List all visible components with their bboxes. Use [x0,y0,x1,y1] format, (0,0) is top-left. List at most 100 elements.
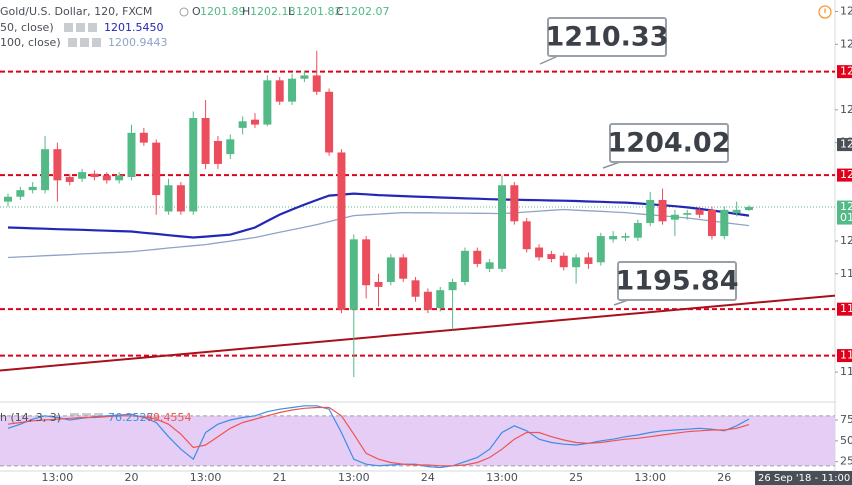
ohlc-value: 1202.18 [250,5,296,18]
candle-body [337,152,346,310]
alert-icon[interactable] [818,5,832,19]
candle-body [176,185,185,212]
x-tick-label: 24 [421,471,435,484]
price-tag [837,302,852,316]
x-tick-label: 25 [569,471,583,484]
annotation-label: 1195.84 [616,266,739,297]
candle-body [473,250,482,264]
candle-body [596,236,605,263]
indicator-name: 50, close) [0,21,54,34]
candle-body [460,250,469,282]
y-tick-label: 11 [840,267,852,280]
ohlc-value: 1201.82 [296,5,342,18]
candle-body [28,186,37,191]
price-tag-label: 120 [840,138,852,151]
candle-body [349,239,358,310]
icon[interactable] [179,7,189,17]
candle-body [213,140,222,164]
candle-body [732,209,741,214]
icon[interactable] [88,23,97,32]
price-tag [837,168,852,182]
candle-body [745,207,753,210]
y-tick-label: 12 [840,4,852,17]
y-tick-label: 120 [840,103,852,116]
candle-body [399,257,408,279]
candle-body [275,80,284,102]
candle-body [4,196,12,202]
candle-body [189,118,198,212]
candle-body [164,185,173,212]
candle-body [609,236,618,240]
candle-body [423,291,432,310]
stoch-title: h (14, 3, 3) [0,411,61,424]
annotation-arrow [539,55,559,65]
candle-body [670,214,679,220]
candle-body [374,281,383,287]
moving-average [7,208,750,259]
x-tick-label: 13:00 [486,471,518,484]
candle-body [263,80,272,125]
candle-body [720,209,729,237]
candle-body [16,190,25,197]
icon[interactable] [92,38,101,47]
candle-body [139,132,148,143]
ohlc-label: O [192,5,201,18]
icon[interactable] [68,38,77,47]
candle-body [411,280,420,297]
price-tag [837,65,852,79]
trendline [0,294,836,372]
candle-body [448,281,457,291]
price-tag [837,349,852,363]
stoch-tick-label: 50 [840,434,852,447]
stoch-value: 76.2527 [108,411,154,424]
candle-body [485,262,494,269]
stoch-line [7,405,750,469]
candle-body [695,209,704,215]
candle-body [683,213,692,215]
y-tick-label: 12 [840,37,852,50]
moving-average [7,192,750,239]
candle-body [510,185,519,222]
price-tag-label: 12 [840,65,852,78]
candle-body [498,185,506,269]
icon[interactable] [64,23,73,32]
candle-body [152,142,161,196]
icon[interactable] [76,23,85,32]
candle-body [572,257,581,268]
price-tag-label: 11 [840,302,852,315]
candle-body [386,257,395,282]
candle-body [53,149,62,181]
x-tick-label: 13:00 [634,471,666,484]
candle-body [65,177,74,182]
candle-body [251,119,259,125]
indicator-name: 100, close) [0,36,61,49]
candle-body [288,78,297,102]
candle-body [658,200,667,222]
candle-body [41,149,50,191]
y-tick-label: 11 [840,365,852,378]
ohlc-label: L [288,5,295,18]
price-tag-label: 11 [840,349,852,362]
candle-body [547,254,556,260]
candle-body [436,290,445,309]
stoch-line [7,406,750,467]
indicator-value: 1200.9443 [108,36,168,49]
price-axis [836,0,852,485]
candle-body [522,221,531,250]
price-tag-label: 12 [840,168,852,181]
crosshair-time-box [755,471,852,485]
candle-body [621,236,630,238]
candle-body [115,175,124,181]
candle-body [90,173,99,178]
ohlc-value: 1201.89 [200,5,246,18]
price-tag [837,200,852,225]
candle-body [312,75,321,92]
candle-body [707,209,716,237]
candle-body [584,257,593,264]
ohlc-label: C [336,5,344,18]
price-tag [837,138,852,152]
icon[interactable] [80,38,89,47]
candle-body [226,139,235,155]
